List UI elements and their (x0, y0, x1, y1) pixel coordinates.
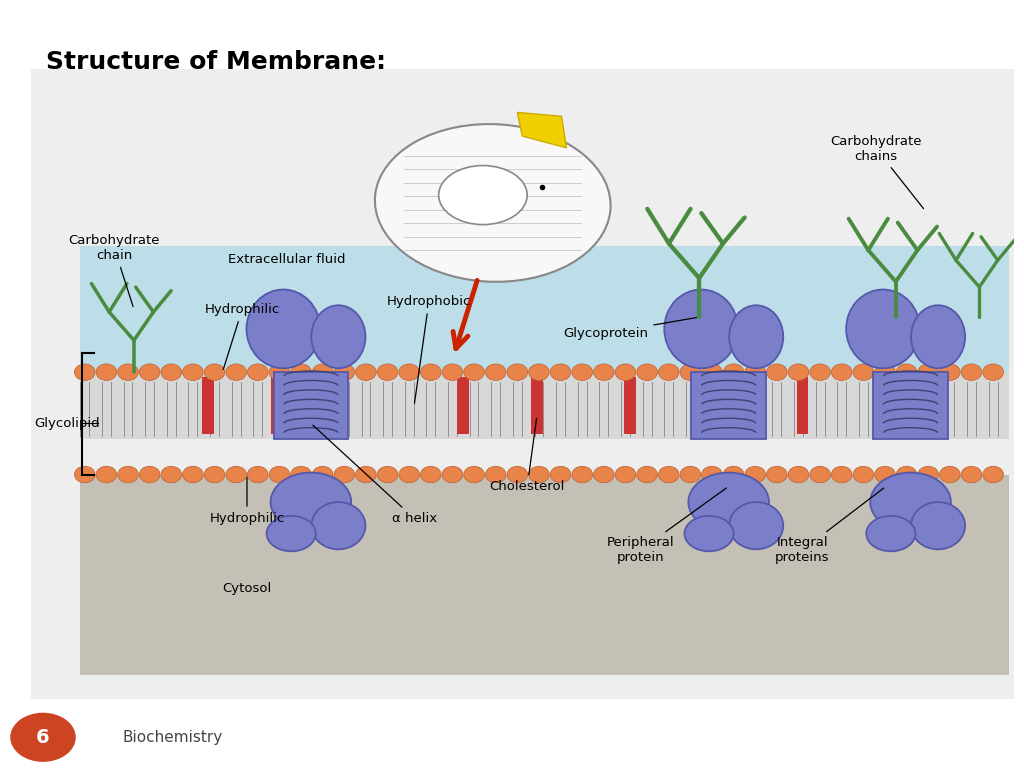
Circle shape (528, 364, 549, 380)
Circle shape (615, 466, 636, 483)
Circle shape (658, 466, 679, 483)
Circle shape (918, 466, 939, 483)
Circle shape (399, 364, 420, 380)
Circle shape (550, 466, 571, 483)
Text: α helix: α helix (313, 425, 436, 525)
Bar (873, 372, 948, 439)
Ellipse shape (684, 516, 733, 551)
Circle shape (723, 364, 743, 380)
Bar (273, 372, 348, 439)
Ellipse shape (688, 472, 769, 531)
Circle shape (918, 364, 939, 380)
Bar (80, 247, 1009, 372)
Circle shape (788, 364, 809, 380)
Circle shape (334, 466, 354, 483)
Circle shape (139, 466, 160, 483)
Circle shape (940, 466, 961, 483)
Circle shape (248, 466, 268, 483)
Circle shape (680, 364, 700, 380)
Circle shape (637, 364, 657, 380)
Circle shape (312, 466, 333, 483)
Bar (625, 377, 636, 435)
Ellipse shape (311, 306, 366, 369)
Text: Glycoprotein: Glycoprotein (563, 317, 696, 339)
Circle shape (983, 466, 1004, 483)
Circle shape (767, 364, 787, 380)
Circle shape (442, 364, 463, 380)
Text: Glycolipid: Glycolipid (35, 417, 100, 430)
Circle shape (962, 466, 982, 483)
Ellipse shape (311, 502, 366, 549)
Circle shape (896, 364, 916, 380)
Circle shape (723, 466, 743, 483)
Circle shape (291, 466, 311, 483)
Bar (691, 372, 766, 439)
Circle shape (831, 364, 852, 380)
Circle shape (269, 364, 290, 380)
Circle shape (10, 713, 76, 762)
Circle shape (377, 466, 398, 483)
Circle shape (507, 466, 527, 483)
Circle shape (96, 466, 117, 483)
Ellipse shape (247, 290, 321, 369)
Circle shape (810, 364, 830, 380)
Circle shape (182, 364, 203, 380)
Circle shape (485, 466, 506, 483)
Text: Peripheral
protein: Peripheral protein (606, 488, 726, 564)
Circle shape (658, 364, 679, 380)
Circle shape (701, 364, 722, 380)
Text: Extracellular fluid: Extracellular fluid (227, 253, 345, 266)
Circle shape (226, 364, 247, 380)
Circle shape (962, 364, 982, 380)
Circle shape (744, 364, 766, 380)
Text: Biochemistry: Biochemistry (123, 730, 223, 745)
Bar (202, 377, 214, 435)
Ellipse shape (438, 166, 527, 224)
Circle shape (96, 364, 117, 380)
Text: 6: 6 (36, 728, 50, 746)
Circle shape (421, 364, 441, 380)
Ellipse shape (729, 306, 783, 369)
Circle shape (204, 466, 225, 483)
Circle shape (485, 364, 506, 380)
Ellipse shape (911, 502, 965, 549)
Circle shape (874, 466, 895, 483)
Circle shape (139, 364, 160, 380)
Circle shape (896, 466, 916, 483)
Circle shape (355, 364, 376, 380)
Circle shape (355, 466, 376, 483)
Circle shape (615, 364, 636, 380)
Circle shape (853, 466, 873, 483)
Circle shape (464, 364, 484, 380)
Circle shape (594, 364, 614, 380)
Bar (270, 377, 283, 435)
Circle shape (810, 466, 830, 483)
Ellipse shape (866, 516, 915, 551)
Circle shape (161, 466, 181, 483)
Text: Cytosol: Cytosol (222, 582, 271, 595)
Circle shape (464, 466, 484, 483)
Circle shape (118, 364, 138, 380)
Circle shape (269, 466, 290, 483)
Circle shape (637, 466, 657, 483)
Text: Integral
proteins: Integral proteins (775, 488, 884, 564)
Text: Hydrophilic: Hydrophilic (209, 477, 285, 525)
Circle shape (421, 466, 441, 483)
Circle shape (161, 364, 181, 380)
Ellipse shape (375, 124, 610, 282)
Circle shape (940, 364, 961, 380)
Circle shape (377, 364, 398, 380)
Text: Hydrophobic: Hydrophobic (387, 295, 471, 403)
Bar (458, 377, 469, 435)
Circle shape (312, 364, 333, 380)
Circle shape (571, 364, 593, 380)
Text: Cholesterol: Cholesterol (489, 419, 565, 493)
Circle shape (853, 364, 873, 380)
Circle shape (594, 466, 614, 483)
Circle shape (528, 466, 549, 483)
Circle shape (291, 364, 311, 380)
Circle shape (399, 466, 420, 483)
Circle shape (550, 364, 571, 380)
Ellipse shape (665, 290, 738, 369)
